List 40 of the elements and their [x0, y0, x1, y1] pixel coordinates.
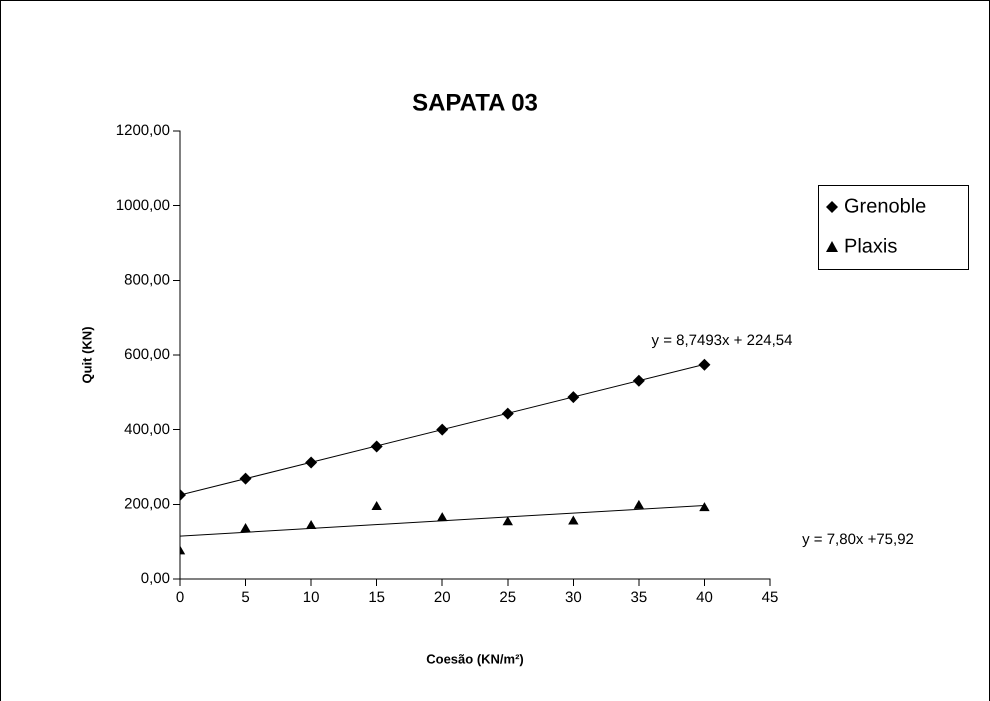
x-tick-label: 25: [499, 589, 516, 606]
y-tick-label: 600,00: [124, 346, 170, 364]
point: [371, 500, 382, 510]
y-tick-label: 0,00: [140, 570, 170, 588]
point: [634, 500, 644, 509]
x-tick-label: 35: [630, 589, 648, 606]
chart-title: SAPATA 03: [412, 90, 538, 117]
point: [436, 424, 448, 436]
x-axis-title: Coesão (KN/m²): [426, 652, 524, 667]
legend-label: Grenoble: [844, 196, 926, 218]
y-tick-label: 1000,00: [116, 196, 170, 214]
point: [370, 440, 383, 452]
x-tick-label: 20: [434, 589, 451, 606]
point: [568, 516, 579, 525]
x-tick-label: 10: [302, 589, 320, 606]
y-tick-label: 400,00: [124, 420, 170, 438]
point: [240, 472, 252, 485]
text: y = 7,80x +75,92: [802, 531, 914, 548]
point: [306, 520, 316, 529]
point: [305, 456, 318, 469]
point: [698, 358, 710, 371]
point: [502, 408, 514, 420]
x-tick-label: 0: [176, 589, 184, 606]
x-tick-label: 45: [762, 589, 778, 606]
point: [240, 522, 251, 532]
point: [632, 374, 645, 387]
point: [437, 512, 448, 522]
y-tick-label: 800,00: [124, 271, 170, 288]
x-tick-label: 15: [368, 589, 386, 606]
point: [567, 391, 580, 404]
x-tick-label: 40: [696, 589, 713, 606]
legend-label: Plaxis: [844, 236, 898, 258]
y-axis-title: Quit (KN): [80, 326, 95, 384]
y-tick-label: 1200,00: [116, 122, 170, 140]
point: [699, 502, 710, 512]
y-tick-label: 200,00: [124, 495, 170, 512]
x-tick-label: 30: [564, 589, 582, 606]
point: [502, 516, 513, 526]
annotation: y = 8,7493x + 224,54: [652, 332, 792, 350]
x-tick-label: 5: [241, 589, 250, 606]
